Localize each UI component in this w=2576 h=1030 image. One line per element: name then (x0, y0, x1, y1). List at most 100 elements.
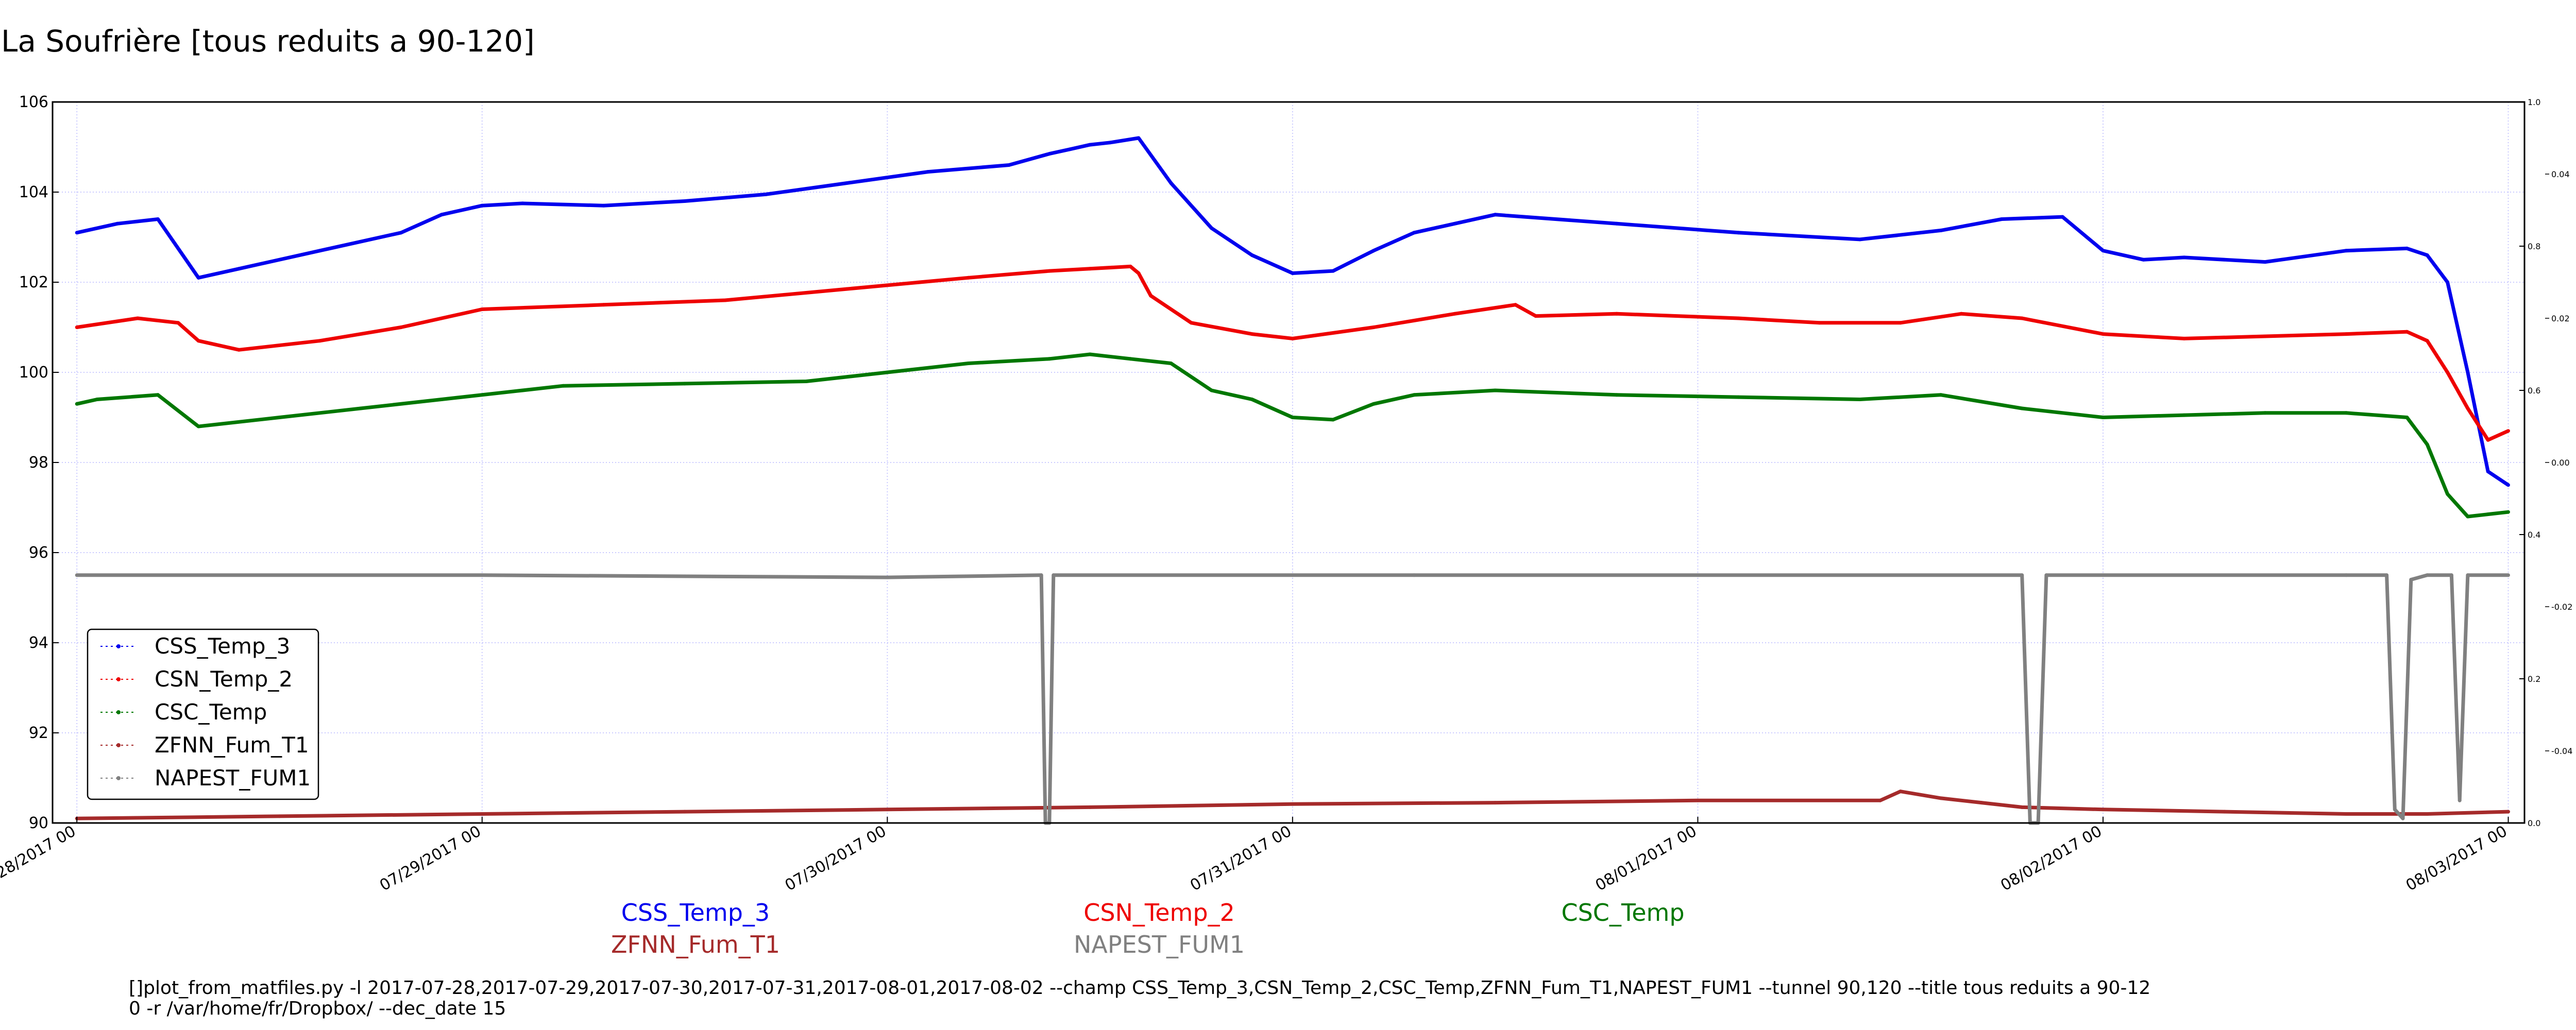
series-point-csc-temp (1088, 352, 1092, 356)
series-point-css-temp-3 (2101, 249, 2105, 253)
series-point-napest-fum1 (75, 573, 79, 577)
y-tick-label: 104 (19, 183, 48, 201)
legend-label-zfnn-fum-t1: ZFNN_Fum_T1 (155, 732, 309, 758)
legend-label-css-temp-3: CSS_Temp_3 (155, 633, 290, 659)
series-point-csc-temp (1615, 393, 1619, 397)
series-point-csn-temp-2 (1817, 321, 1821, 325)
series-point-csn-temp-2 (602, 303, 606, 307)
series-point-css-temp-3 (1291, 271, 1295, 275)
series-point-napest-fum1 (2393, 808, 2397, 812)
series-point-css-temp-3 (764, 192, 768, 196)
series-layer (75, 136, 2510, 825)
series-point-napest-fum1 (1039, 573, 1043, 577)
series-point-css-temp-3 (196, 276, 200, 280)
series-point-zfnn-fum-t1 (1899, 789, 1903, 794)
series-point-csc-temp (439, 398, 444, 401)
series-point-csn-temp-2 (2182, 336, 2186, 340)
x-tick-label: 08/03/2017 00 (2403, 822, 2511, 895)
series-point-csc-temp (156, 393, 160, 397)
series-point-csc-temp (2506, 510, 2510, 514)
right-b-tick-label: 0.04 (2551, 169, 2570, 179)
legend: CSS_Temp_3 CSN_Temp_2 CSC_Temp ZFNN_Fum_T1 N… (87, 628, 319, 800)
series-point-css-temp-3 (683, 199, 687, 203)
series-point-csn-temp-2 (2486, 438, 2490, 442)
series-point-zfnn-fum-t1 (683, 810, 687, 814)
series-point-css-temp-3 (520, 201, 524, 205)
series-point-css-temp-3 (156, 217, 160, 221)
series-point-csn-temp-2 (399, 325, 403, 329)
series-point-csn-temp-2 (237, 348, 241, 352)
series-point-csn-temp-2 (1088, 267, 1092, 271)
series-point-napest-fum1 (2101, 573, 2105, 577)
series-point-csc-temp (804, 380, 808, 383)
series-point-csc-temp (683, 382, 687, 386)
series-point-css-temp-3 (115, 221, 120, 226)
series-point-csc-temp (278, 416, 281, 419)
series-point-css-temp-3 (2142, 258, 2146, 262)
series-point-css-temp-3 (1331, 269, 1335, 273)
series-point-csc-temp (1493, 388, 1497, 392)
series-line-csn-temp-2 (76, 264, 2509, 442)
x-tick-label: 07/28/2017 00 (0, 822, 79, 895)
series-point-csn-temp-2 (967, 276, 971, 280)
series-point-csc-temp (1047, 357, 1052, 361)
series-point-csn-temp-2 (2101, 332, 2105, 336)
chart-title: La Soufrière [tous reduits a 90-120] (1, 24, 535, 59)
series-point-css-temp-3 (1858, 237, 1862, 242)
series-point-csn-temp-2 (1137, 271, 1141, 275)
series-point-napest-fum1 (2044, 573, 2048, 577)
series-point-csc-temp (1210, 388, 1214, 392)
right-a-tick-label: 0.4 (2528, 530, 2540, 540)
series-point-zfnn-fum-t1 (278, 814, 281, 818)
series-point-css-temp-3 (1169, 181, 1173, 185)
x-tick-label: 08/01/2017 00 (1592, 822, 1700, 895)
series-point-csc-temp (1291, 416, 1295, 419)
series-point-csc-temp (1858, 398, 1862, 401)
bottom-label-napest: NAPEST_FUM1 (1074, 931, 1245, 958)
series-point-csc-temp (967, 362, 971, 365)
legend-marker-csc-temp (116, 710, 121, 714)
series-point-zfnn-fum-t1 (1291, 802, 1295, 806)
right-b-tick-label: 0.00 (2551, 458, 2570, 468)
series-point-css-temp-3 (2486, 470, 2490, 473)
y-tick-label: 92 (29, 724, 48, 742)
series-point-csn-temp-2 (1371, 325, 1376, 329)
series-point-csn-temp-2 (2446, 370, 2450, 374)
series-point-css-temp-3 (1939, 228, 1943, 232)
series-point-csc-temp (1736, 395, 1740, 399)
series-point-css-temp-3 (1067, 147, 1072, 151)
series-point-csn-temp-2 (176, 321, 180, 325)
series-point-css-temp-3 (2425, 253, 2429, 257)
series-point-css-temp-3 (318, 249, 322, 253)
series-point-zfnn-fum-t1 (2020, 805, 2024, 809)
series-point-css-temp-3 (237, 267, 241, 271)
series-point-napest-fum1 (1052, 573, 1056, 577)
series-point-css-temp-3 (75, 231, 79, 235)
right-b-tick-label: 0.02 (2551, 314, 2570, 323)
series-point-css-temp-3 (1412, 231, 1416, 235)
series-point-zfnn-fum-t1 (1696, 798, 1700, 802)
series-point-css-temp-3 (926, 170, 930, 174)
right-a-tick-label: 0.0 (2528, 818, 2540, 828)
legend-box (87, 628, 319, 800)
series-point-csc-temp (2425, 442, 2429, 447)
right-a-tick-label: 0.2 (2528, 674, 2540, 684)
series-point-napest-fum1 (885, 575, 889, 579)
series-point-csn-temp-2 (1899, 321, 1903, 325)
series-point-zfnn-fum-t1 (2344, 812, 2348, 816)
series-point-css-temp-3 (1047, 152, 1052, 156)
y-tick-label: 106 (19, 93, 48, 111)
series-point-csn-temp-2 (1736, 316, 1740, 320)
series-point-zfnn-fum-t1 (2425, 812, 2429, 816)
series-point-csc-temp (1169, 362, 1173, 365)
series-point-csn-temp-2 (845, 287, 849, 291)
series-point-css-temp-3 (1250, 253, 1254, 257)
series-line-css-temp-3 (76, 136, 2510, 487)
series-point-css-temp-3 (1999, 217, 2004, 221)
series-point-css-temp-3 (439, 213, 444, 217)
series-point-napest-fum1 (2401, 816, 2405, 820)
series-point-css-temp-3 (2466, 370, 2470, 374)
series-point-css-temp-3 (2506, 483, 2510, 487)
legend-label-csc-temp: CSC_Temp (155, 699, 267, 725)
